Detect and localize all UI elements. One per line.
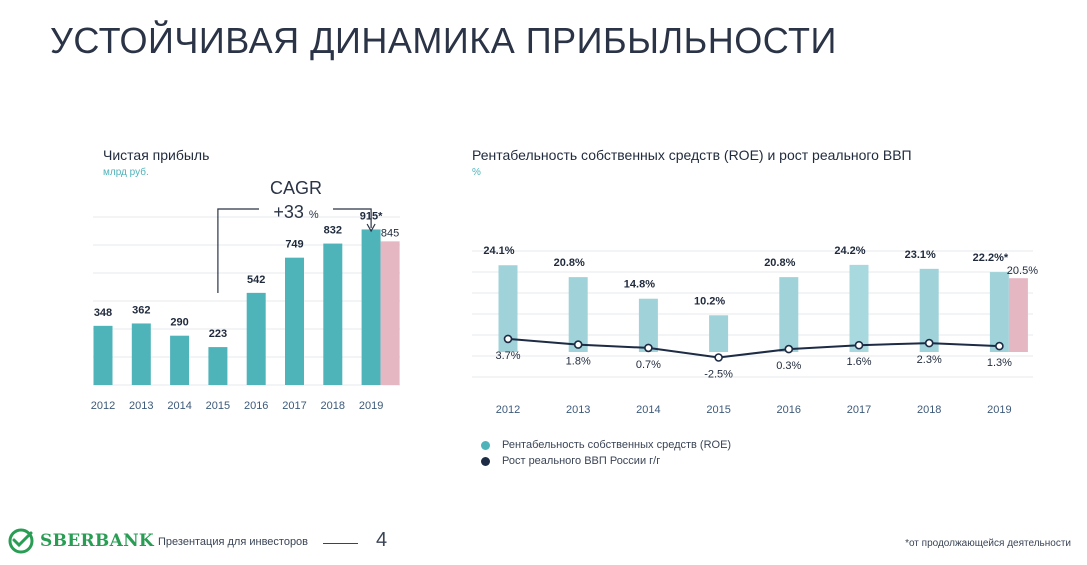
footer-caption: Презентация для инвесторов (158, 536, 309, 548)
net-profit-bar-2019 (361, 229, 381, 385)
cagr-label: CAGR (270, 178, 322, 198)
roe-bar-2016 (779, 277, 799, 352)
gdp-value-label: 1.6% (846, 356, 871, 368)
roe-value-label: 23.1% (905, 249, 936, 261)
net-profit-bar-2012 (93, 325, 113, 385)
legend-label-gdp: Рост реального ВВП России г/г (502, 455, 661, 467)
net-profit-bar-2013 (131, 323, 151, 385)
roe-chart-unit: % (472, 167, 481, 178)
net-profit-value-label: 542 (247, 274, 265, 286)
roe-value-label: 24.1% (483, 245, 514, 257)
roe-x-tick: 2016 (777, 404, 801, 416)
roe-x-tick: 2013 (566, 404, 590, 416)
gdp-value-label: -2.5% (704, 369, 733, 381)
net-profit-x-tick: 2012 (91, 400, 115, 412)
roe-bar-2015 (709, 315, 729, 352)
roe-bar-2014 (638, 298, 658, 352)
net-profit-x-tick: 2014 (167, 400, 191, 412)
sberbank-logo-text: SBERBANK (40, 531, 155, 551)
gdp-point-2012 (503, 334, 513, 344)
cagr-value-number: +33 (273, 202, 309, 222)
gdp-point-2013 (573, 340, 583, 349)
gdp-value-label: 3.7% (495, 350, 520, 362)
gdp-point-2019 (995, 341, 1004, 351)
gdp-value-label: 0.7% (636, 359, 661, 371)
roe-x-tick: 2012 (496, 404, 520, 416)
net-profit-value-label: 749 (285, 239, 303, 251)
legend-label-roe: Рентабельность собственных средств (ROE) (502, 439, 732, 451)
roe-x-tick: 2019 (987, 404, 1011, 416)
roe-value-label: 10.2% (694, 295, 725, 307)
cagr-value-unit: % (309, 209, 319, 221)
roe-bar-2012 (498, 265, 518, 352)
net-profit-bar-2018 (323, 243, 343, 385)
net-profit-x-tick: 2013 (129, 400, 153, 412)
roe-value-label: 14.8% (624, 279, 655, 291)
roe-value-label: 20.8% (554, 257, 585, 269)
roe-bar-2013 (568, 277, 588, 352)
roe-bar-2017 (849, 264, 869, 352)
page-number: 4 (376, 529, 388, 551)
legend-item-roe: Рентабельность собственных средств (ROE) (481, 437, 731, 453)
gdp-point-2014 (644, 343, 653, 353)
gdp-point-2017 (854, 340, 864, 350)
sberbank-logo-icon (8, 528, 34, 554)
net-profit-x-tick: 2019 (359, 400, 383, 412)
net-profit-value-label: 348 (94, 307, 112, 319)
roe-bar-2018 (919, 268, 939, 352)
net-profit-x-tick: 2015 (206, 400, 230, 412)
net-profit-value-label: 290 (170, 317, 188, 329)
net-profit-value-label-continuing: 845 (381, 227, 399, 239)
roe-value-label-continuing: 20.5% (1007, 265, 1038, 277)
legend-marker-roe (481, 440, 490, 450)
roe-bar-2019-continuing (1008, 278, 1028, 352)
footer-divider (323, 543, 358, 544)
cagr-arrow-icon (366, 223, 376, 233)
net-profit-chart-title: Чистая прибыль (103, 147, 210, 163)
gdp-point-2018 (924, 338, 934, 348)
roe-x-tick: 2017 (847, 404, 871, 416)
gdp-point-2016 (784, 344, 794, 354)
sberbank-logo: SBERBANK (8, 528, 154, 554)
roe-x-tick: 2014 (636, 404, 660, 416)
gdp-value-label: 2.3% (917, 354, 942, 366)
roe-x-tick: 2015 (706, 404, 730, 416)
roe-bar-2019 (989, 272, 1009, 352)
net-profit-x-tick: 2017 (282, 400, 306, 412)
gdp-value-label: 0.3% (776, 360, 801, 372)
roe-value-label: 20.8% (764, 257, 795, 269)
net-profit-chart-unit: млрд руб. (103, 167, 149, 178)
roe-value-label: 22.2%* (973, 252, 1009, 264)
gdp-line (507, 337, 1000, 359)
cagr-bracket-left (217, 208, 259, 293)
net-profit-value-label: 832 (324, 225, 342, 237)
roe-chart-legend: Рентабельность собственных средств (ROE)… (481, 437, 731, 469)
net-profit-bar-2017 (285, 257, 304, 385)
cagr-bracket-right (333, 208, 372, 228)
roe-chart-title: Рентабельность собственных средств (ROE)… (472, 147, 912, 163)
slide-title: УСТОЙЧИВАЯ ДИНАМИКА ПРИБЫЛЬНОСТИ (50, 20, 837, 61)
net-profit-value-label: 362 (132, 304, 150, 316)
legend-item-gdp: Рост реального ВВП России г/г (481, 453, 731, 469)
footnote: *от продолжающейся деятельности (905, 538, 1071, 549)
gdp-point-2015 (714, 353, 723, 362)
net-profit-x-tick: 2016 (244, 400, 268, 412)
net-profit-bar-2014 (170, 335, 190, 385)
roe-value-label: 24.2% (834, 245, 865, 257)
net-profit-x-tick: 2018 (321, 400, 345, 412)
cagr-value: +33 % (273, 202, 319, 222)
net-profit-bar-2019-continuing (380, 241, 400, 385)
net-profit-value-label: 223 (209, 328, 227, 340)
gdp-value-label: 1.3% (987, 357, 1012, 369)
roe-x-tick: 2018 (917, 404, 941, 416)
net-profit-bar-2016 (246, 292, 266, 385)
gdp-value-label: 1.8% (566, 356, 591, 368)
net-profit-bar-2015 (208, 347, 228, 385)
legend-marker-gdp (481, 456, 490, 466)
